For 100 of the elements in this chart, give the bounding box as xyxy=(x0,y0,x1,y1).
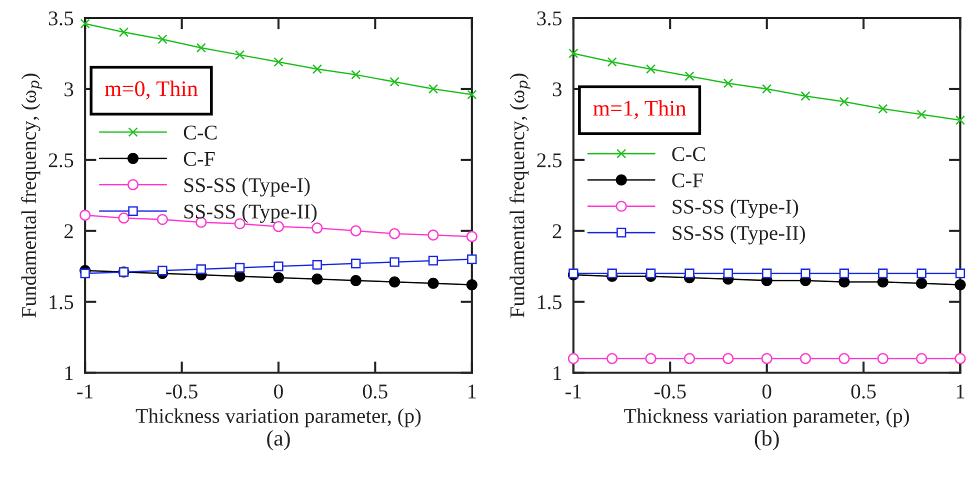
point xyxy=(428,84,438,94)
point xyxy=(878,104,888,114)
x-tick-label: 0.5 xyxy=(362,384,388,399)
point xyxy=(234,262,245,273)
legend-label: C-C xyxy=(672,147,705,162)
point xyxy=(466,279,478,290)
y-tick-label: 2 xyxy=(64,224,73,238)
point xyxy=(118,27,129,38)
point xyxy=(350,274,362,286)
point xyxy=(312,260,322,270)
point xyxy=(390,257,400,267)
point xyxy=(839,96,850,107)
point xyxy=(568,48,578,58)
point xyxy=(646,64,656,74)
point xyxy=(762,268,772,278)
point xyxy=(916,268,926,278)
x-tick-label: 1 xyxy=(468,384,476,398)
legend-label: C-C xyxy=(184,126,217,140)
point xyxy=(646,268,656,278)
point xyxy=(428,230,439,241)
y-tick-label: 2.5 xyxy=(537,153,562,168)
y-tick-label: 3 xyxy=(64,82,74,96)
x-tick-label: 0 xyxy=(274,384,283,399)
point xyxy=(800,91,810,101)
point xyxy=(722,353,734,364)
point xyxy=(607,268,617,278)
point xyxy=(466,230,478,242)
y-tick-label: 3 xyxy=(552,82,562,96)
x-tick-label: -1 xyxy=(566,384,581,398)
x-tick-label: 0.5 xyxy=(851,384,876,399)
point xyxy=(80,210,91,221)
y-tick-label: 3.5 xyxy=(537,11,562,26)
legend-label: C-F xyxy=(672,173,704,188)
point xyxy=(274,57,284,67)
point xyxy=(312,222,323,234)
point xyxy=(272,272,284,284)
y-tick-label: 3.5 xyxy=(48,11,74,26)
x-tick-label: 0 xyxy=(762,384,772,399)
point xyxy=(839,268,850,278)
point xyxy=(196,264,206,274)
x-tick-label: -0.5 xyxy=(166,384,198,399)
y-tick-label: 1.5 xyxy=(538,295,562,310)
point xyxy=(467,90,477,100)
y-tick-label: 2.5 xyxy=(48,153,74,168)
text: (a) xyxy=(267,430,290,450)
y-tick-label: 2 xyxy=(552,224,562,238)
point xyxy=(954,353,966,364)
point xyxy=(684,268,694,278)
point xyxy=(877,353,888,364)
annotation: m=1, Thin xyxy=(593,100,686,119)
point xyxy=(350,258,361,268)
point xyxy=(955,115,966,126)
point xyxy=(350,225,362,236)
point xyxy=(761,353,772,364)
point xyxy=(762,84,772,94)
point xyxy=(350,70,361,80)
y-axis-title: Fundamental frequency, (ω$_{p}$) xyxy=(21,74,42,318)
text: (b) xyxy=(754,430,779,450)
point xyxy=(80,268,90,278)
point xyxy=(118,212,130,224)
point xyxy=(156,214,168,226)
x-axis-title: Thickness variation parameter, (p) xyxy=(624,408,909,428)
point xyxy=(800,353,812,364)
point xyxy=(312,274,323,285)
annotation: m=0, Thin xyxy=(104,80,198,100)
point xyxy=(800,268,810,278)
point xyxy=(607,57,617,67)
point xyxy=(955,268,966,278)
point xyxy=(390,76,400,87)
point xyxy=(388,276,400,288)
point xyxy=(916,353,928,364)
point xyxy=(916,278,928,289)
legend-label: SS-SS (Type-II) xyxy=(184,204,317,223)
point xyxy=(196,42,206,53)
point xyxy=(878,268,888,278)
point xyxy=(388,228,400,240)
legend-label: SS-SS (Type-I) xyxy=(184,178,310,197)
point xyxy=(428,278,439,289)
point xyxy=(916,110,926,120)
point xyxy=(723,268,734,278)
point xyxy=(467,254,477,264)
point xyxy=(158,266,168,276)
x-tick-label: -0.5 xyxy=(654,384,686,399)
point xyxy=(234,50,245,60)
y-tick-label: 1.5 xyxy=(50,295,74,310)
point xyxy=(158,34,168,44)
point xyxy=(606,353,618,364)
point xyxy=(645,353,656,364)
x-tick-label: -1 xyxy=(77,384,93,398)
legend-label: C-F xyxy=(184,152,215,166)
point xyxy=(568,353,579,364)
x-tick-label: 1 xyxy=(956,384,964,398)
legend-label: SS-SS (Type-I) xyxy=(672,199,798,218)
y-tick-label: 1 xyxy=(554,366,562,380)
point xyxy=(428,256,438,266)
point xyxy=(312,64,322,74)
legend-label: SS-SS (Type-II) xyxy=(672,225,805,244)
point xyxy=(723,78,734,88)
point xyxy=(954,279,966,290)
point xyxy=(838,353,850,364)
